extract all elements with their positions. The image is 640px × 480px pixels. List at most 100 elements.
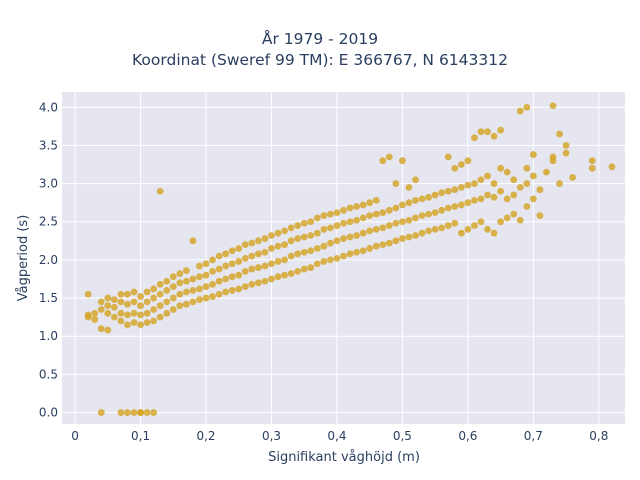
scatter-point — [156, 280, 164, 288]
scatter-point — [143, 409, 151, 416]
scatter-point — [268, 232, 275, 239]
scatter-point — [196, 262, 203, 270]
scatter-point — [510, 191, 518, 199]
scatter-point — [150, 285, 158, 293]
scatter-point — [477, 128, 485, 136]
scatter-point — [464, 157, 472, 165]
scatter-point — [124, 409, 131, 416]
scatter-point — [281, 256, 288, 264]
scatter-point — [320, 212, 328, 220]
scatter-point — [372, 225, 380, 233]
scatter-point — [222, 275, 230, 283]
scatter-point — [346, 233, 354, 241]
scatter-point — [143, 309, 151, 317]
scatter-point — [529, 151, 537, 158]
scatter-point — [490, 132, 498, 140]
scatter-point — [372, 242, 380, 250]
scatter-point — [471, 196, 478, 204]
scatter-point — [327, 224, 334, 232]
chart-title-line1: År 1979 - 2019 — [261, 30, 379, 48]
scatter-point — [97, 409, 105, 416]
scatter-point — [117, 309, 125, 317]
scatter-point — [117, 298, 125, 306]
scatter-point — [457, 201, 465, 209]
scatter-point — [359, 201, 367, 209]
scatter-point — [261, 262, 269, 270]
scatter-point — [169, 294, 177, 302]
scatter-point — [176, 270, 184, 278]
scatter-point — [235, 285, 243, 293]
x-tick-label: 0,4 — [327, 429, 346, 443]
scatter-point — [124, 311, 131, 319]
scatter-point — [399, 218, 406, 226]
scatter-point — [588, 164, 596, 172]
scatter-point — [274, 258, 282, 265]
y-tick-label: 3.5 — [39, 138, 58, 152]
scatter-point — [412, 214, 419, 222]
scatter-point — [294, 250, 302, 258]
scatter-point — [176, 290, 184, 298]
scatter-point — [222, 262, 230, 270]
scatter-point — [543, 168, 550, 176]
scatter-point — [137, 409, 144, 416]
y-tick-label: 0.0 — [39, 406, 58, 420]
scatter-point — [110, 296, 118, 303]
scatter-point — [281, 227, 288, 235]
scatter-point — [359, 247, 367, 255]
scatter-point — [268, 260, 275, 268]
scatter-point — [287, 224, 295, 232]
scatter-point — [150, 317, 158, 325]
scatter-point — [143, 319, 151, 326]
scatter-point — [156, 313, 164, 321]
scatter-point — [379, 209, 387, 216]
scatter-point — [222, 250, 230, 258]
scatter-point — [516, 107, 524, 115]
scatter-point — [261, 277, 269, 285]
scatter-point — [451, 203, 459, 210]
scatter-point — [261, 235, 269, 242]
scatter-point — [464, 199, 472, 207]
scatter-point — [457, 161, 465, 168]
scatter-point — [549, 102, 557, 110]
scatter-point — [405, 216, 413, 224]
scatter-point — [117, 409, 125, 416]
scatter-point — [457, 184, 465, 191]
scatter-point — [294, 222, 302, 229]
scatter-point — [405, 199, 413, 207]
scatter-point — [484, 172, 491, 180]
scatter-point — [359, 229, 367, 237]
scatter-point — [137, 321, 144, 329]
scatter-point — [189, 237, 197, 245]
scatter-point — [189, 298, 197, 306]
x-tick-label: 0,2 — [196, 429, 215, 443]
scatter-point — [556, 130, 563, 138]
scatter-point — [346, 250, 354, 258]
scatter-point — [196, 285, 203, 293]
scatter-point — [254, 279, 262, 287]
points-layer — [84, 102, 616, 416]
scatter-point — [503, 214, 511, 222]
scatter-point — [209, 280, 216, 288]
y-tick-label: 1.5 — [39, 291, 58, 305]
scatter-point — [235, 245, 243, 252]
scatter-point — [254, 250, 262, 258]
scatter-point — [359, 214, 367, 222]
scatter-point — [562, 142, 570, 149]
scatter-point — [484, 225, 491, 233]
scatter-point — [477, 218, 485, 226]
scatter-point — [91, 309, 99, 317]
scatter-point — [189, 275, 197, 283]
scatter-point — [444, 204, 452, 212]
scatter-point — [385, 206, 393, 214]
scatter-point — [274, 229, 282, 237]
scatter-point — [104, 294, 112, 302]
scatter-point — [503, 195, 511, 203]
scatter-point — [110, 313, 118, 321]
x-tick-label: 0,3 — [262, 429, 281, 443]
x-tick-label: 0 — [71, 429, 79, 443]
scatter-point — [444, 222, 452, 229]
scatter-point — [143, 288, 151, 296]
scatter-point — [254, 264, 262, 271]
scatter-point — [340, 219, 347, 227]
